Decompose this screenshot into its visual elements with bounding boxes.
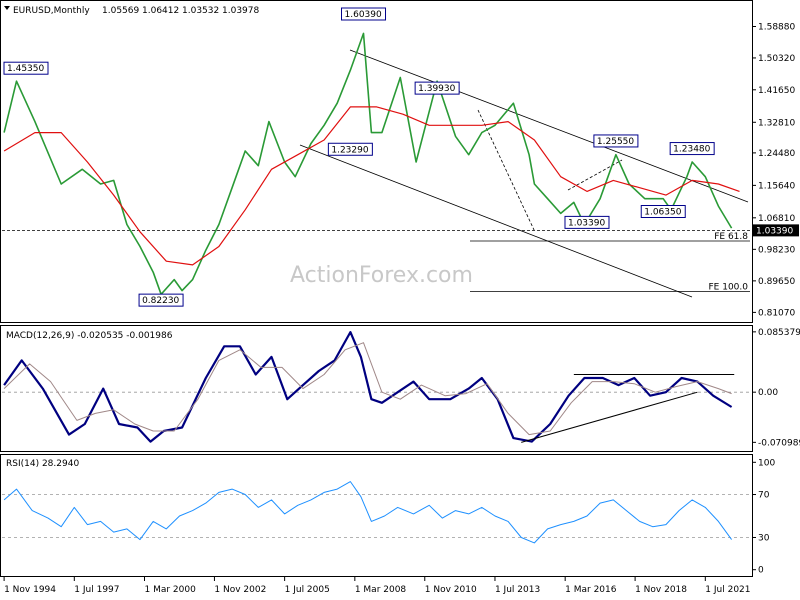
macd-y-tick-label: 0.085379 xyxy=(758,328,800,338)
price-pane xyxy=(0,0,753,323)
price-y-tick-label: 1.32810 xyxy=(758,118,795,128)
price-y-tick-label: 1.15640 xyxy=(758,181,795,191)
price-annotation-label: 0.82230 xyxy=(142,296,179,306)
price-annotation-label: 1.45350 xyxy=(7,64,44,74)
price-annotation-label: 1.06350 xyxy=(644,208,681,218)
price-annotation: 1.03390 xyxy=(564,215,610,229)
x-tick-label: 1 Mar 2008 xyxy=(355,585,407,595)
price-line xyxy=(3,32,733,296)
price-annotations: 1.45350 0.82230 1.60390 1.23290 1.39930 1.033… xyxy=(3,7,715,307)
price-annotation: 1.23480 xyxy=(669,142,715,156)
price-annotation-label: 1.39930 xyxy=(418,84,455,94)
price-annotation: 1.23290 xyxy=(327,142,373,156)
price-y-tick-label: 1.58880 xyxy=(758,22,795,32)
watermark: ActionForex.com xyxy=(290,263,473,288)
rsi-y-tick-label: 70 xyxy=(758,491,770,501)
price-grid: 1.58880 1.50320 1.41650 1.32810 1.24480 1.156… xyxy=(2,22,799,318)
x-tick-label: 1 Nov 2018 xyxy=(635,585,687,595)
ohlc-high: 1.06412 xyxy=(142,6,179,16)
price-series xyxy=(3,32,740,296)
macd-line xyxy=(3,331,733,443)
price-annotation-box xyxy=(341,7,387,21)
price-annotation: 1.06350 xyxy=(640,205,686,219)
x-tick-label: 1 Mar 2016 xyxy=(565,585,617,595)
rsi-line xyxy=(3,481,733,544)
ohlc-low: 1.03532 xyxy=(182,6,219,16)
macd-pane xyxy=(0,325,753,452)
macd-y-tick-label: 0.00 xyxy=(758,388,778,398)
signal-line xyxy=(3,342,732,436)
price-y-tick-label: 0.89650 xyxy=(758,277,795,287)
x-axis: 1 Nov 1994 1 Jul 1997 1 Mar 2000 1 Nov 2002… xyxy=(3,577,751,595)
price-annotation-box xyxy=(138,293,184,307)
price-annotation: 0.82230 xyxy=(138,293,184,307)
price-annotation-label: 1.25550 xyxy=(597,137,634,147)
price-annotation: 1.39930 xyxy=(414,81,460,95)
price-annotation-label: 1.03390 xyxy=(568,218,605,228)
symbol-label: EURUSD,Monthly xyxy=(13,6,90,16)
price-annotation-box xyxy=(669,142,715,156)
rsi-grid: 100 70 30 0 xyxy=(2,458,775,576)
price-drawings xyxy=(299,49,749,298)
x-tick-label: 1 Nov 2002 xyxy=(214,585,266,595)
price-annotation-box xyxy=(3,61,49,75)
x-tick-label: 1 Nov 1994 xyxy=(4,585,56,595)
macd-trendline xyxy=(521,391,698,443)
price-annotation-box xyxy=(414,81,460,95)
price-y-tick-label: 1.50320 xyxy=(758,54,795,64)
price-annotation-label: 1.60390 xyxy=(345,10,382,20)
price-annotation-box xyxy=(593,134,639,148)
macd-label: MACD(12,26,9) -0.020535 -0.001986 xyxy=(6,331,173,341)
rsi-y-tick-label: 0 xyxy=(758,566,764,576)
current-price-label: 1.03390 xyxy=(756,226,793,236)
moving-average-line xyxy=(3,106,740,266)
rsi-label: RSI(14) 28.2940 xyxy=(6,459,79,469)
rsi-y-tick-label: 30 xyxy=(758,533,770,543)
x-tick-label: 1 Jul 2005 xyxy=(285,585,330,595)
macd-series xyxy=(3,331,735,443)
current-price-box xyxy=(753,224,799,237)
rsi-y-tick-label: 100 xyxy=(758,458,775,468)
price-annotation-box xyxy=(564,215,610,229)
price-annotation: 1.45350 xyxy=(3,61,49,75)
x-tick-label: 1 Nov 2010 xyxy=(425,585,477,595)
price-annotation-box xyxy=(640,205,686,219)
price-y-tick-label: 1.41650 xyxy=(758,86,795,96)
price-annotation: 1.60390 xyxy=(341,7,387,21)
collapse-arrow-icon[interactable] xyxy=(4,6,10,10)
ohlc-open: 1.05569 xyxy=(102,6,139,16)
price-annotation-label: 1.23290 xyxy=(331,145,368,155)
fe-level-label: FE 100.0 xyxy=(709,282,749,292)
price-annotation-box xyxy=(327,142,373,156)
rsi-pane xyxy=(0,454,753,577)
price-y-tick-label: 0.98230 xyxy=(758,245,795,255)
x-tick-label: 1 Jul 2021 xyxy=(705,585,750,595)
channel-lower-line xyxy=(299,144,693,298)
price-annotation: 1.25550 xyxy=(593,134,639,148)
price-y-tick-label: 0.81070 xyxy=(758,308,795,318)
price-header: EURUSD,Monthly 1.05569 1.06412 1.03532 1… xyxy=(4,6,259,16)
macd-grid: 0.085379 0.00 -0.070989 xyxy=(2,328,800,448)
macd-y-tick-label: -0.070989 xyxy=(758,438,800,448)
price-y-tick-label: 1.06810 xyxy=(758,214,795,224)
rsi-series xyxy=(3,481,733,544)
fe-level-label: FE 61.8 xyxy=(714,232,748,242)
x-tick-label: 1 Jul 1997 xyxy=(74,585,119,595)
ohlc-close: 1.03978 xyxy=(222,6,259,16)
price-annotation-label: 1.23480 xyxy=(673,145,710,155)
x-tick-label: 1 Mar 2000 xyxy=(145,585,197,595)
price-y-tick-label: 1.24480 xyxy=(758,149,795,159)
x-tick-label: 1 Jul 2013 xyxy=(495,585,540,595)
channel-upper-line xyxy=(349,49,749,203)
